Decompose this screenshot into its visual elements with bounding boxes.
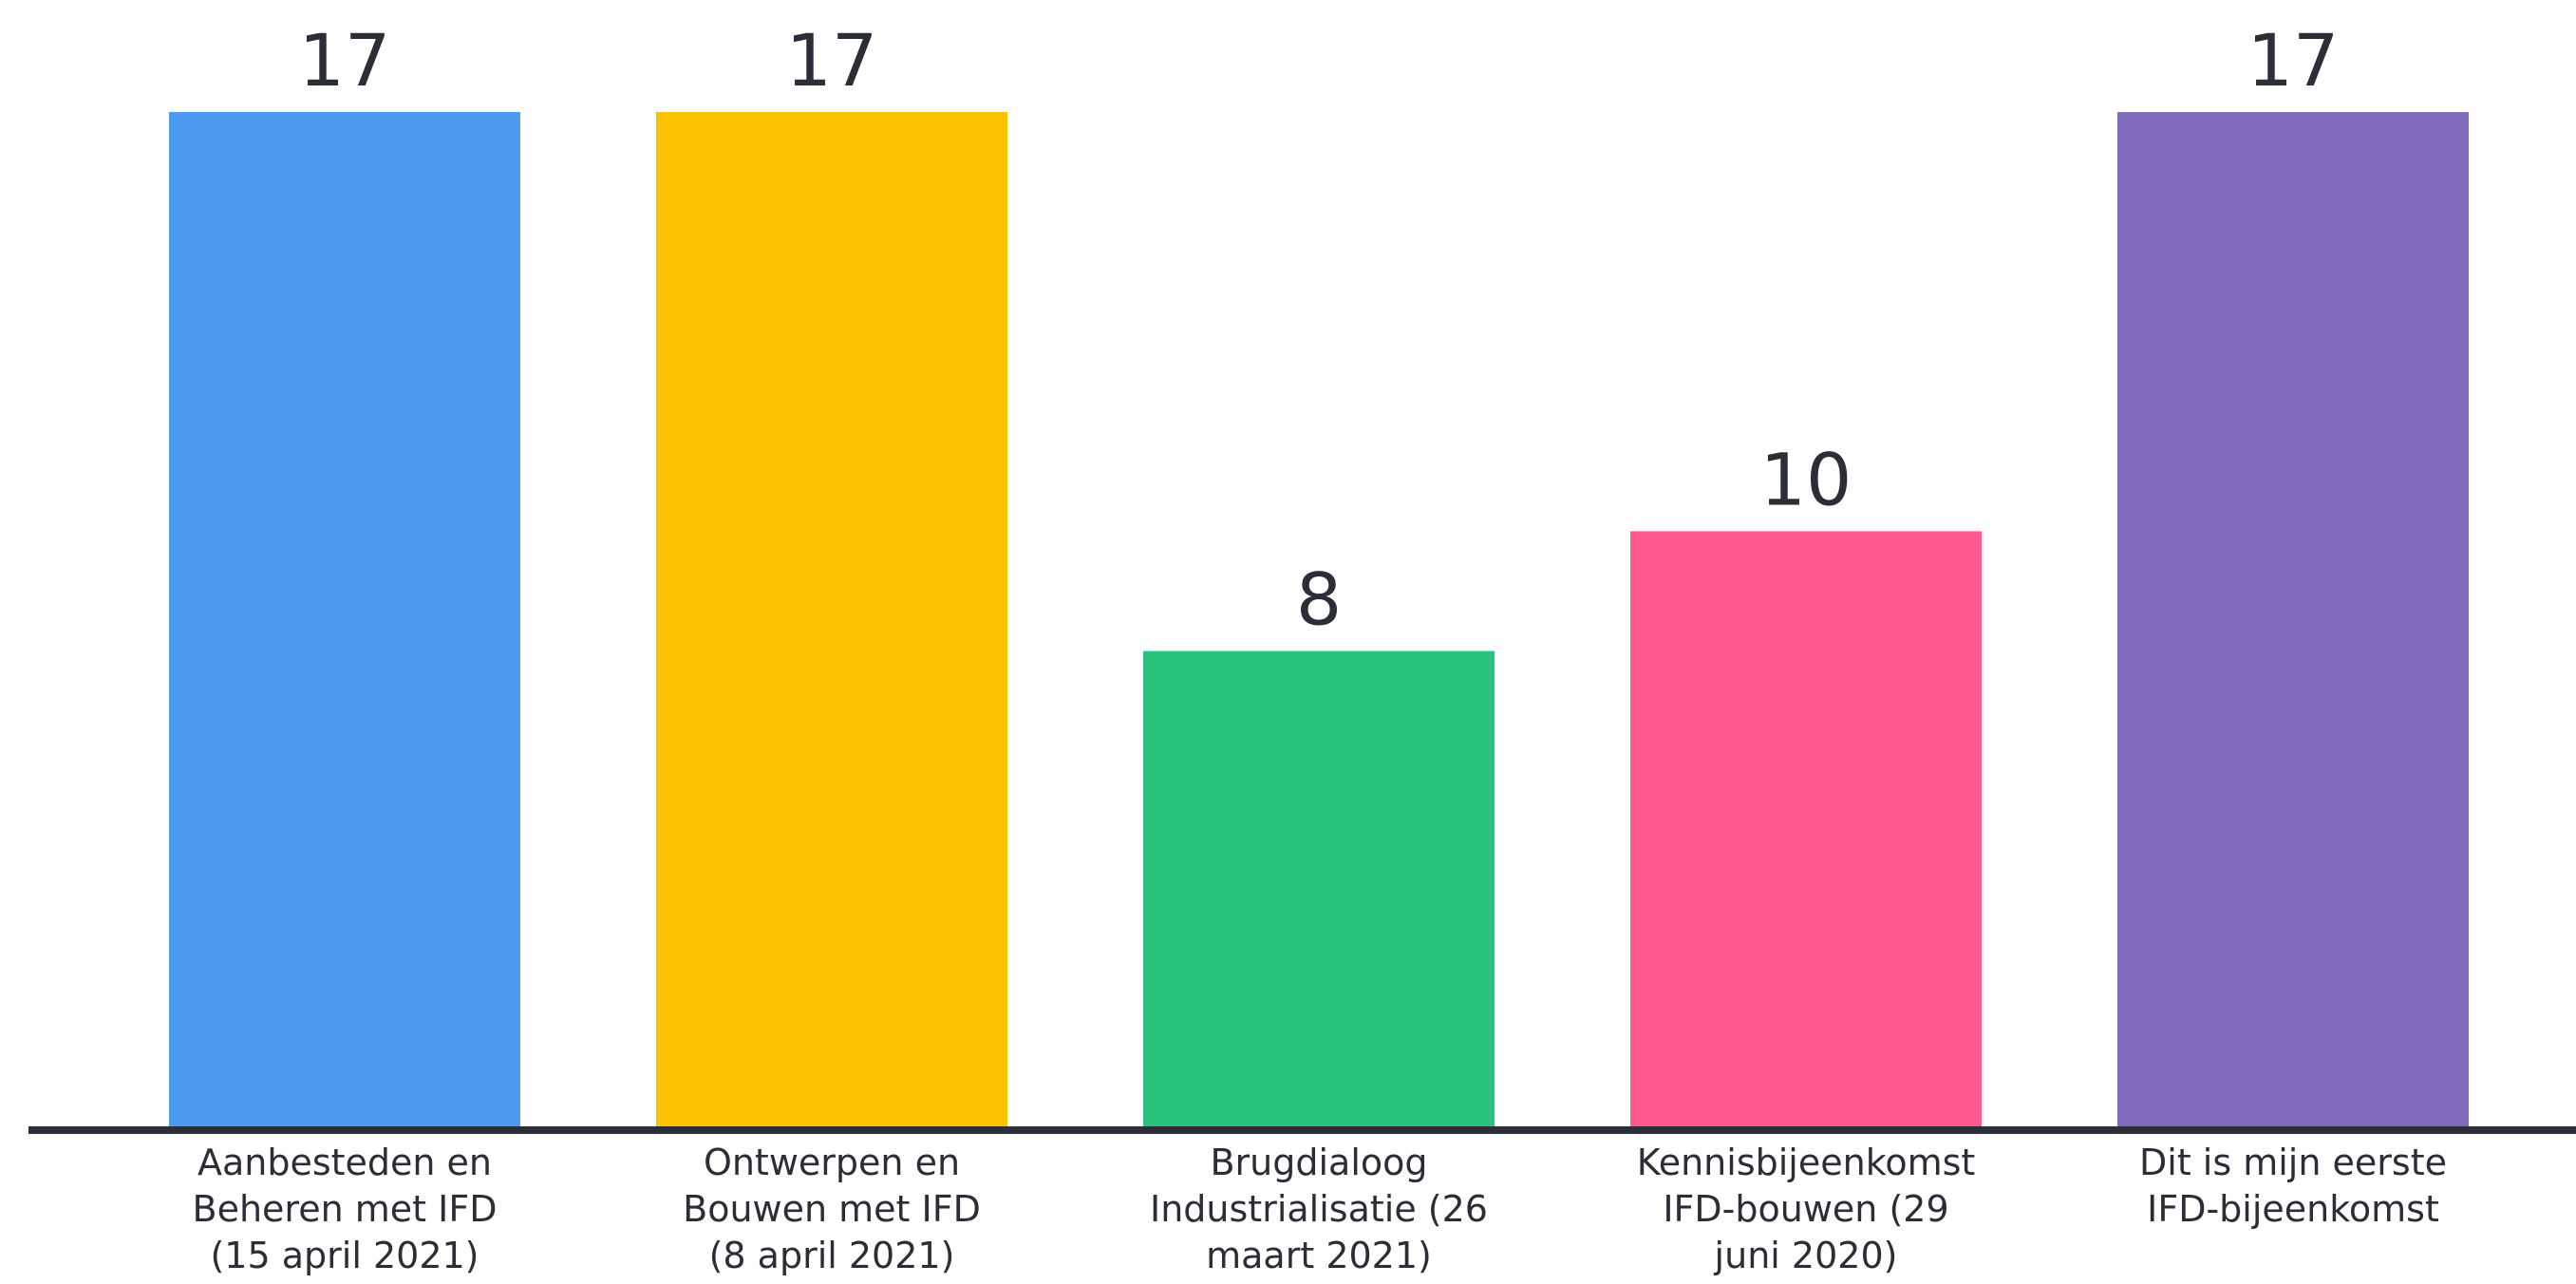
category-label-1: Aanbesteden en Beheren met IFD (15 april 2… — [193, 1142, 498, 1276]
category-label-line: (15 april 2021) — [210, 1235, 479, 1276]
category-label-2: Ontwerpen en Bouwen met IFD (8 april 2021) — [683, 1142, 981, 1276]
category-label-line: juni 2020) — [1714, 1235, 1898, 1276]
category-label-line: Kennisbijeenkomst — [1637, 1142, 1976, 1183]
data-label-2: 17 — [786, 18, 878, 103]
category-label-line: Brugdialoog — [1210, 1142, 1427, 1183]
category-label-line: IFD-bouwen (29 — [1663, 1188, 1948, 1230]
bar-2 — [656, 112, 1007, 1130]
category-label-line: Bouwen met IFD — [683, 1188, 981, 1230]
bar-4 — [1630, 531, 1982, 1130]
data-label-4: 10 — [1760, 437, 1852, 521]
category-label-line: Dit is mijn eerste — [2139, 1142, 2447, 1183]
category-label-4: Kennisbijeenkomst IFD-bouwen (29 juni 2020… — [1637, 1142, 1976, 1276]
bar-5 — [2117, 112, 2469, 1130]
category-label-3: Brugdialoog Industrialisatie (26 maart 202… — [1150, 1142, 1488, 1276]
category-label-line: Industrialisatie (26 — [1150, 1188, 1488, 1230]
category-label-line: Aanbesteden en — [197, 1142, 492, 1183]
category-label-line: Ontwerpen en — [704, 1142, 960, 1183]
category-label-line: IFD-bijeenkomst — [2147, 1188, 2439, 1230]
category-label-line: (8 april 2021) — [709, 1235, 955, 1276]
bar-1 — [169, 112, 520, 1130]
category-label-line: maart 2021) — [1206, 1235, 1432, 1276]
category-label-5: Dit is mijn eerste IFD-bijeenkomst — [2139, 1142, 2447, 1230]
category-label-line: Beheren met IFD — [193, 1188, 498, 1230]
category-labels-group: Aanbesteden en Beheren met IFD (15 april 2… — [193, 1142, 2447, 1276]
data-label-5: 17 — [2247, 18, 2340, 103]
bar-3 — [1143, 651, 1495, 1130]
data-label-1: 17 — [299, 18, 391, 103]
value-labels-group: 17 17 8 10 17 — [299, 18, 2340, 642]
data-label-3: 8 — [1296, 557, 1342, 642]
